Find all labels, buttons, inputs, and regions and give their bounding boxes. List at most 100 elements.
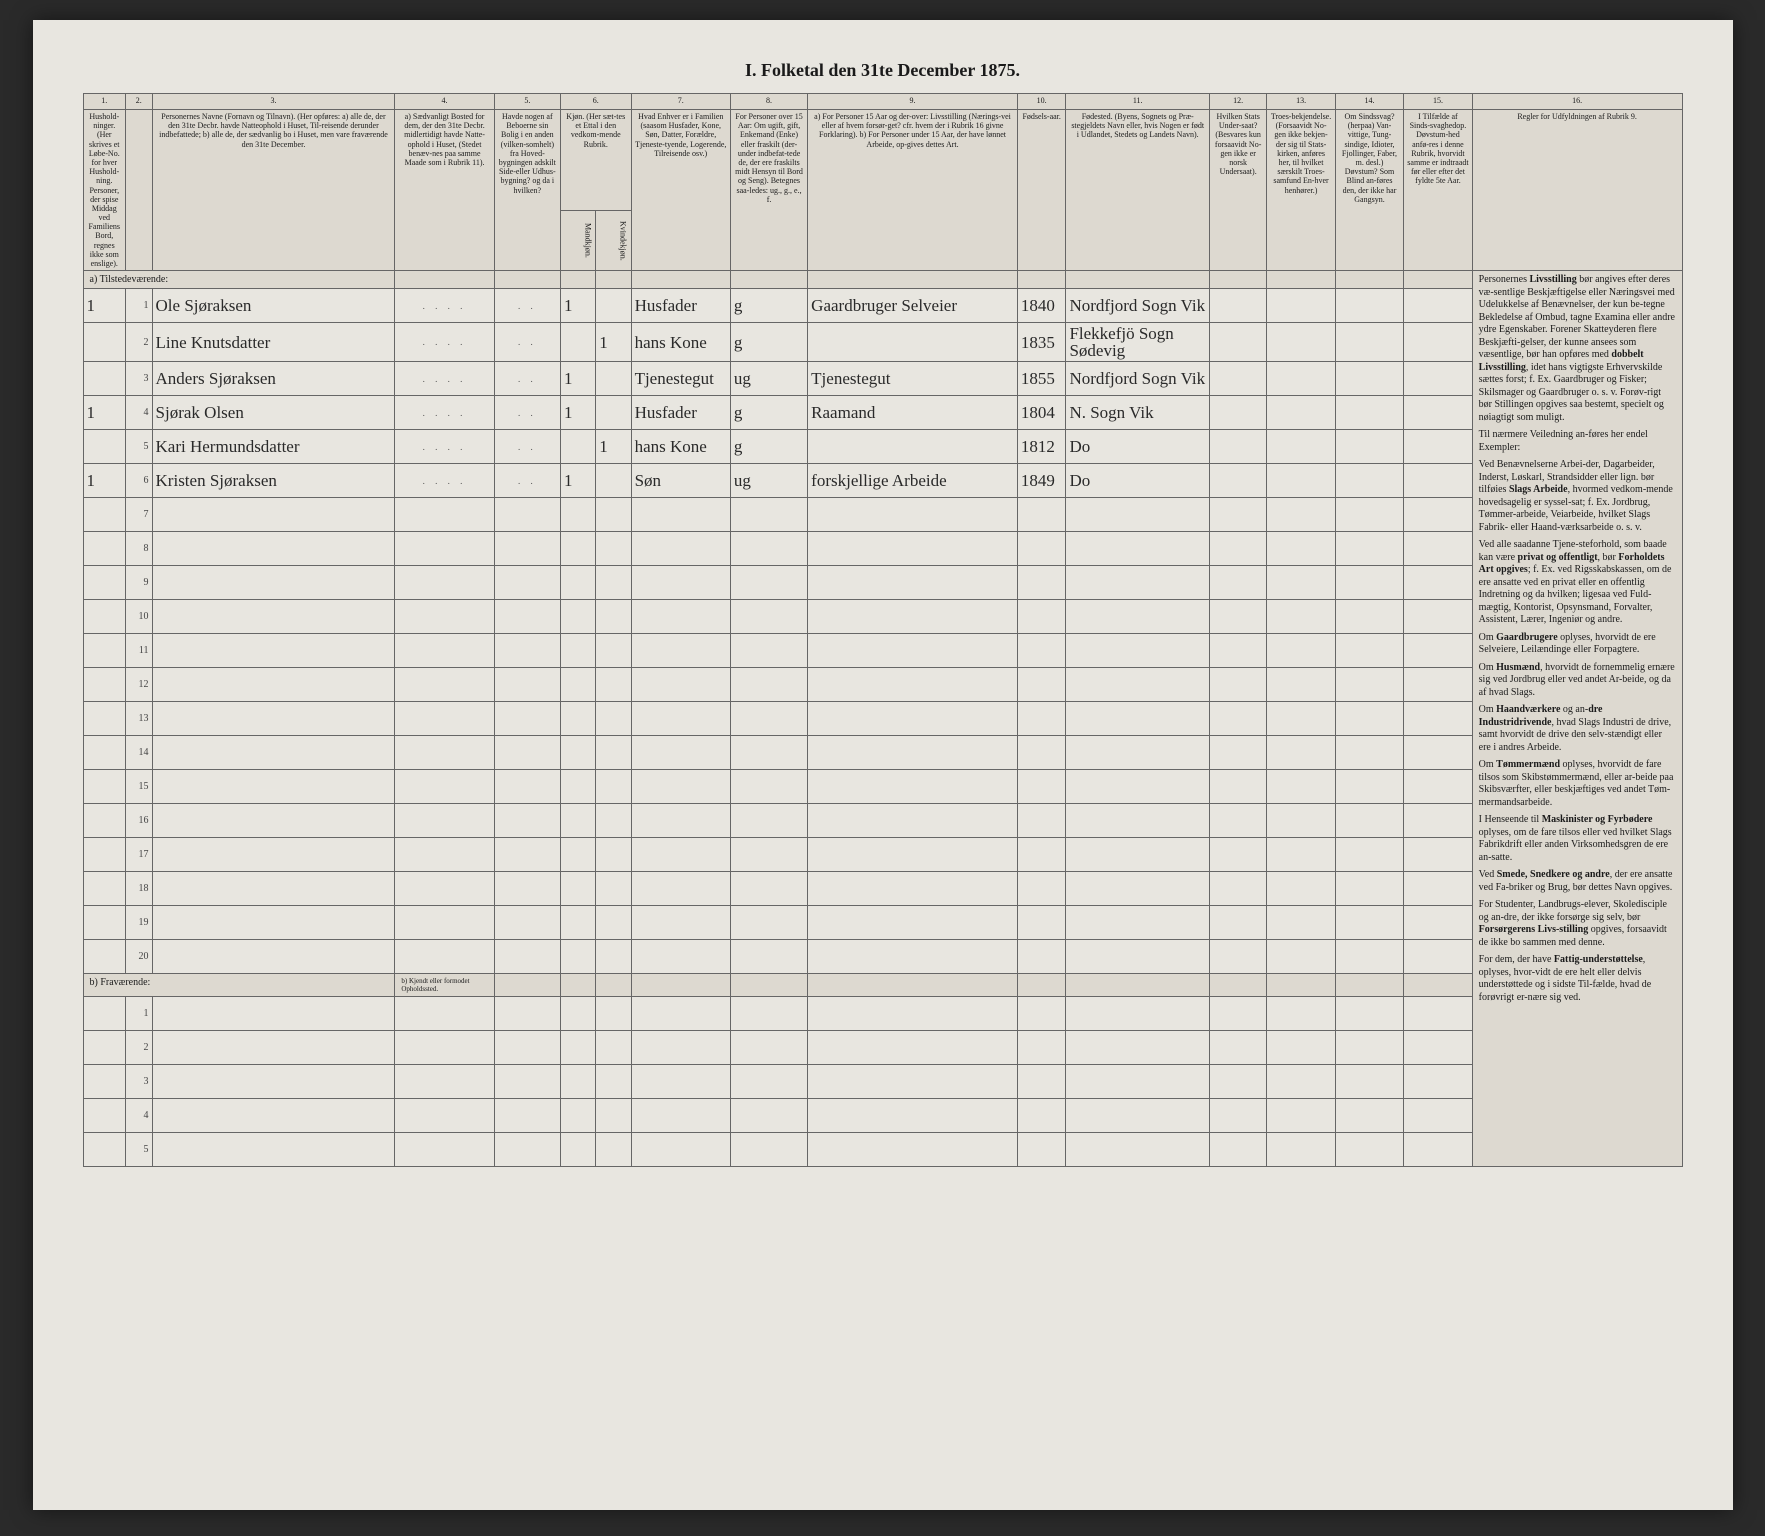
empty-row: 17 [83,838,1682,872]
page-title: I. Folketal den 31te December 1875. [83,60,1683,81]
cell [1267,940,1335,974]
empty-row: 15 [83,770,1682,804]
cell [1017,997,1066,1031]
cell [152,600,395,634]
cell [1267,736,1335,770]
cell [1404,702,1472,736]
cell-faith [1267,430,1335,464]
cell [152,736,395,770]
cell [494,1065,560,1099]
table-body: a) Tilstedeværende:Personernes Livsstill… [83,271,1682,1167]
empty-row: 14 [83,736,1682,770]
cell-occupation: forskjellige Arbeide [808,464,1018,498]
colnum: 13. [1267,94,1335,110]
cell [808,736,1018,770]
cell [560,532,595,566]
cell-birthyear: 1835 [1017,323,1066,362]
cell [1017,1099,1066,1133]
cell [395,532,494,566]
cell [1335,1099,1403,1133]
cell [1404,872,1472,906]
cell [152,702,395,736]
cell [631,702,730,736]
cell [395,1031,494,1065]
cell [395,997,494,1031]
person-row: 14Sjørak Olsen. . . .. .1HusfadergRaaman… [83,396,1682,430]
cell [1209,532,1266,566]
cell-seq: 19 [126,906,152,940]
header-disability-onset: I Tilfælde af Sinds-svaghedop. Døvstum-h… [1404,110,1472,271]
cell-marital: g [730,289,807,323]
cell [808,997,1018,1031]
cell [631,532,730,566]
cell [1017,940,1066,974]
section-a-row: a) Tilstedeværende:Personernes Livsstill… [83,271,1682,289]
cell [1335,974,1403,997]
cell-building: . . [494,289,560,323]
cell [83,872,126,906]
person-row: 5Kari Hermundsdatter. . . .. .1hans Kone… [83,430,1682,464]
cell [83,838,126,872]
cell [730,271,807,289]
cell [808,872,1018,906]
cell [494,1099,560,1133]
cell [1066,997,1210,1031]
cell [1335,702,1403,736]
colnum: 2. [126,94,152,110]
colnum: 15. [1404,94,1472,110]
cell [1267,1065,1335,1099]
cell [1335,600,1403,634]
cell [1267,702,1335,736]
cell-onset [1404,289,1472,323]
cell [560,668,595,702]
cell [1335,838,1403,872]
cell [730,600,807,634]
cell [1017,600,1066,634]
cell [494,804,560,838]
cell-onset [1404,430,1472,464]
cell [631,906,730,940]
cell-disability [1335,362,1403,396]
cell [1066,702,1210,736]
cell [808,1133,1018,1167]
cell [730,702,807,736]
cell [1017,838,1066,872]
cell [596,498,631,532]
cell [1267,1031,1335,1065]
cell [152,668,395,702]
cell [808,498,1018,532]
cell [1209,770,1266,804]
header-birthplace: Fødested. (Byens, Sognets og Præ-stegjel… [1066,110,1210,271]
cell [631,634,730,668]
cell [83,498,126,532]
census-table: 1. 2. 3. 4. 5. 6. 7. 8. 9. 10. 11. 12. 1… [83,93,1683,1167]
cell-seq: 4 [126,396,152,430]
cell [395,1065,494,1099]
cell [730,498,807,532]
cell-seq: 7 [126,498,152,532]
cell-seq: 16 [126,804,152,838]
cell [560,271,595,289]
cell [596,668,631,702]
cell-male [560,430,595,464]
cell [1335,566,1403,600]
header-seq [126,110,152,271]
cell [83,804,126,838]
cell [83,634,126,668]
cell [1335,668,1403,702]
cell [1404,804,1472,838]
cell-building: . . [494,362,560,396]
cell [152,872,395,906]
cell [1209,1133,1266,1167]
header-building: Havde nogen af Beboerne sin Bolig i en a… [494,110,560,271]
cell [560,1031,595,1065]
cell-female: 1 [596,323,631,362]
cell [1209,600,1266,634]
cell [596,838,631,872]
cell [83,668,126,702]
person-row: 16Kristen Sjøraksen. . . .. .1Sønugforsk… [83,464,1682,498]
header-household: Hushold-ninger. (Her skrives et Løbe-No.… [83,110,126,271]
cell-building: . . [494,323,560,362]
cell [1066,804,1210,838]
empty-row: 5 [83,1133,1682,1167]
